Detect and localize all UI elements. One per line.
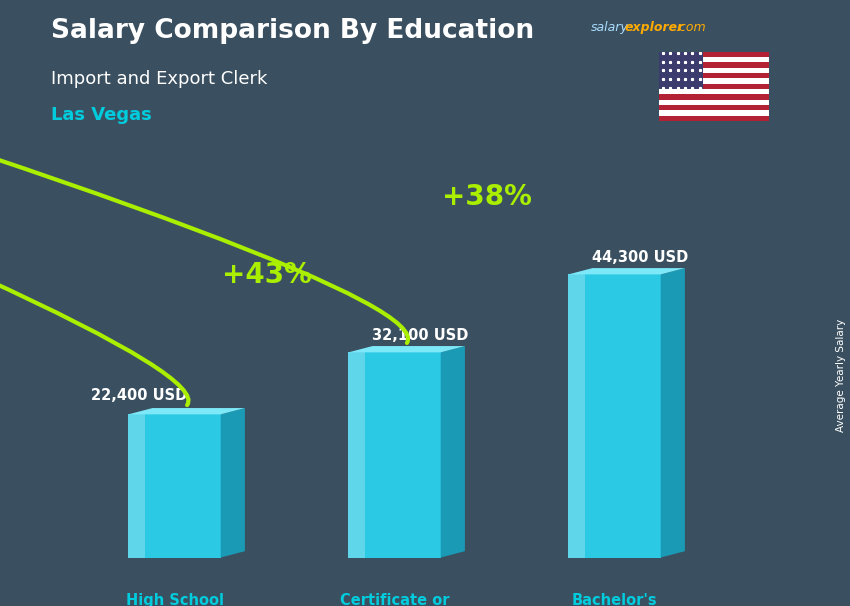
Text: Las Vegas: Las Vegas <box>51 106 152 124</box>
Polygon shape <box>348 346 465 352</box>
Text: Import and Export Clerk: Import and Export Clerk <box>51 70 268 88</box>
Text: .com: .com <box>676 21 706 34</box>
Polygon shape <box>348 352 365 558</box>
Bar <box>659 73 769 78</box>
Text: Certificate or
Diploma: Certificate or Diploma <box>340 593 450 606</box>
Polygon shape <box>221 408 245 558</box>
Polygon shape <box>128 415 221 558</box>
Bar <box>659 78 769 84</box>
Text: Bachelor's
Degree: Bachelor's Degree <box>572 593 657 606</box>
Text: explorer: explorer <box>625 21 684 34</box>
Bar <box>659 62 769 68</box>
Polygon shape <box>569 268 685 275</box>
Text: +38%: +38% <box>442 183 532 211</box>
Polygon shape <box>128 415 145 558</box>
Polygon shape <box>569 275 660 558</box>
Bar <box>659 52 769 57</box>
Bar <box>659 68 769 73</box>
Text: +43%: +43% <box>222 261 312 289</box>
Text: High School: High School <box>126 593 224 606</box>
Text: 22,400 USD: 22,400 USD <box>91 388 187 403</box>
Text: Salary Comparison By Education: Salary Comparison By Education <box>51 18 534 44</box>
Polygon shape <box>128 408 245 415</box>
Polygon shape <box>440 346 465 558</box>
Bar <box>659 110 769 116</box>
Bar <box>659 84 769 89</box>
Bar <box>659 100 769 105</box>
Bar <box>659 116 769 121</box>
Polygon shape <box>348 352 440 558</box>
Bar <box>659 105 769 110</box>
Text: 44,300 USD: 44,300 USD <box>592 250 688 265</box>
Text: 32,100 USD: 32,100 USD <box>372 328 469 343</box>
Bar <box>659 52 703 89</box>
Text: salary: salary <box>591 21 628 34</box>
Polygon shape <box>660 268 685 558</box>
Bar <box>659 89 769 95</box>
Bar <box>659 57 769 62</box>
Bar <box>659 95 769 100</box>
Text: Average Yearly Salary: Average Yearly Salary <box>836 319 846 432</box>
Polygon shape <box>569 275 585 558</box>
